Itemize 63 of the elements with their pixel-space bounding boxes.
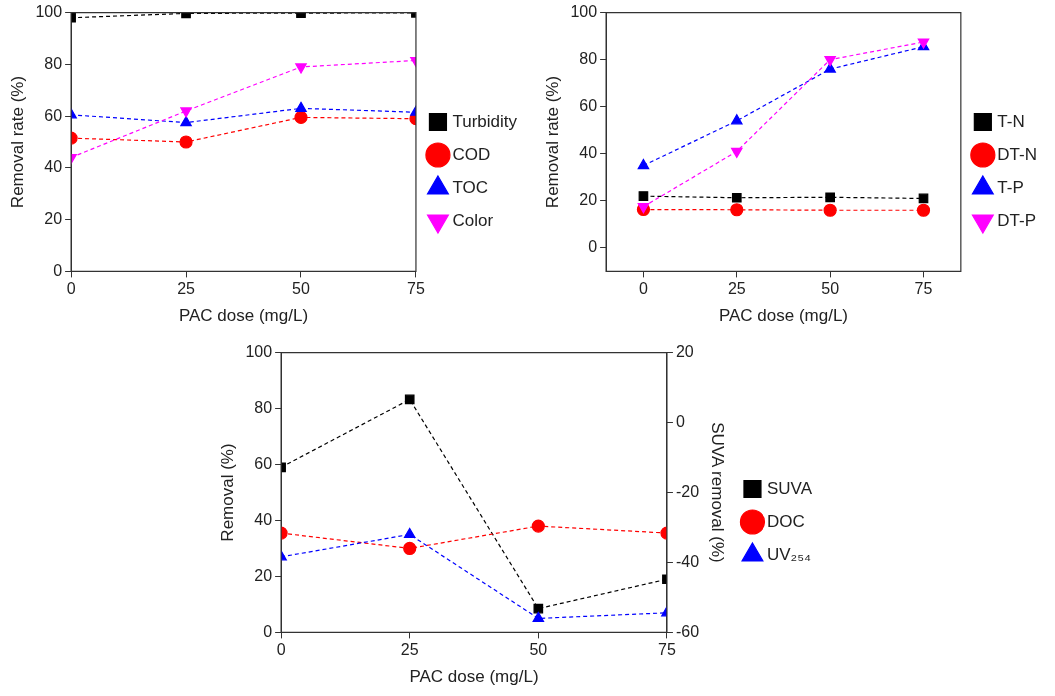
y-axis-title: Removal rate (%) <box>542 75 562 209</box>
y-tick-label: 0 <box>263 622 273 640</box>
y-tick-label: 0 <box>588 238 598 256</box>
y-tick-label: 40 <box>579 144 598 162</box>
y-tick-label: 100 <box>245 343 273 361</box>
point <box>825 192 835 203</box>
legend-label: DT-N <box>997 144 1038 164</box>
y-tick-label: 100 <box>35 3 63 21</box>
legend-label: T-P <box>997 177 1024 197</box>
x-tick-label: 25 <box>177 280 196 298</box>
y-tick-label: 80 <box>579 50 598 68</box>
point <box>731 192 742 203</box>
y-axis-title: Removal (%) <box>217 443 237 542</box>
x-tick-label: 0 <box>638 280 648 298</box>
x-tick-label: 75 <box>914 280 933 298</box>
legend-label: Color <box>452 210 494 230</box>
legend-label: T-N <box>997 111 1025 131</box>
legend-label: COD <box>452 144 491 164</box>
point <box>181 12 191 19</box>
x-axis-title: PAC dose (mg/L) <box>178 306 309 326</box>
y-tick-label: 60 <box>579 97 598 115</box>
y-tick-label: 20 <box>44 210 63 228</box>
x-tick-label: 25 <box>727 280 746 298</box>
point <box>730 114 743 125</box>
x-tick-label: 50 <box>529 641 548 659</box>
x-tick-label: 75 <box>658 641 676 659</box>
legend-label: Turbidity <box>452 111 518 131</box>
legend-label: TOC <box>452 177 489 197</box>
y-tick-label: 60 <box>44 106 63 124</box>
point <box>637 158 650 170</box>
x-tick-label: 50 <box>821 280 840 298</box>
point <box>730 147 743 159</box>
legend-label: DOC <box>766 511 805 531</box>
y-tick-label: 0 <box>53 261 63 279</box>
y-tick-label: 40 <box>44 158 63 176</box>
legend-label: SUVA <box>766 478 813 498</box>
x-axis-title: PAC dose (mg/L) <box>718 306 849 326</box>
y-tick-label: 80 <box>254 398 273 416</box>
y-tick-label: 40 <box>254 510 273 528</box>
y-tick-label: 100 <box>570 3 598 21</box>
y2-axis-title: SUVA removal (%) <box>707 422 727 563</box>
y2-tick-label: 0 <box>675 412 685 430</box>
x-tick-label: 75 <box>407 280 425 298</box>
x-tick-label: 50 <box>292 280 310 298</box>
point <box>916 203 931 217</box>
x-tick-label: 0 <box>276 641 286 659</box>
y2-tick-label: -40 <box>675 552 700 570</box>
legend-label: DT-P <box>997 210 1037 230</box>
y-tick-label: 60 <box>254 454 273 472</box>
point <box>823 203 837 217</box>
point <box>730 203 744 217</box>
x-axis-title: PAC dose (mg/L) <box>409 667 539 687</box>
y-tick-label: 20 <box>254 566 273 584</box>
x-tick-label: 0 <box>66 280 76 298</box>
y2-tick-label: 20 <box>675 343 694 361</box>
y-tick-label: 20 <box>579 191 598 209</box>
point <box>638 191 649 201</box>
y2-tick-label: -20 <box>675 482 700 500</box>
legend-label: UV₂₅₄ <box>766 544 812 564</box>
x-tick-label: 25 <box>400 641 419 659</box>
y-axis-title: Removal rate (%) <box>7 75 27 209</box>
y2-tick-label: -60 <box>675 622 700 640</box>
y-tick-label: 80 <box>44 54 63 72</box>
